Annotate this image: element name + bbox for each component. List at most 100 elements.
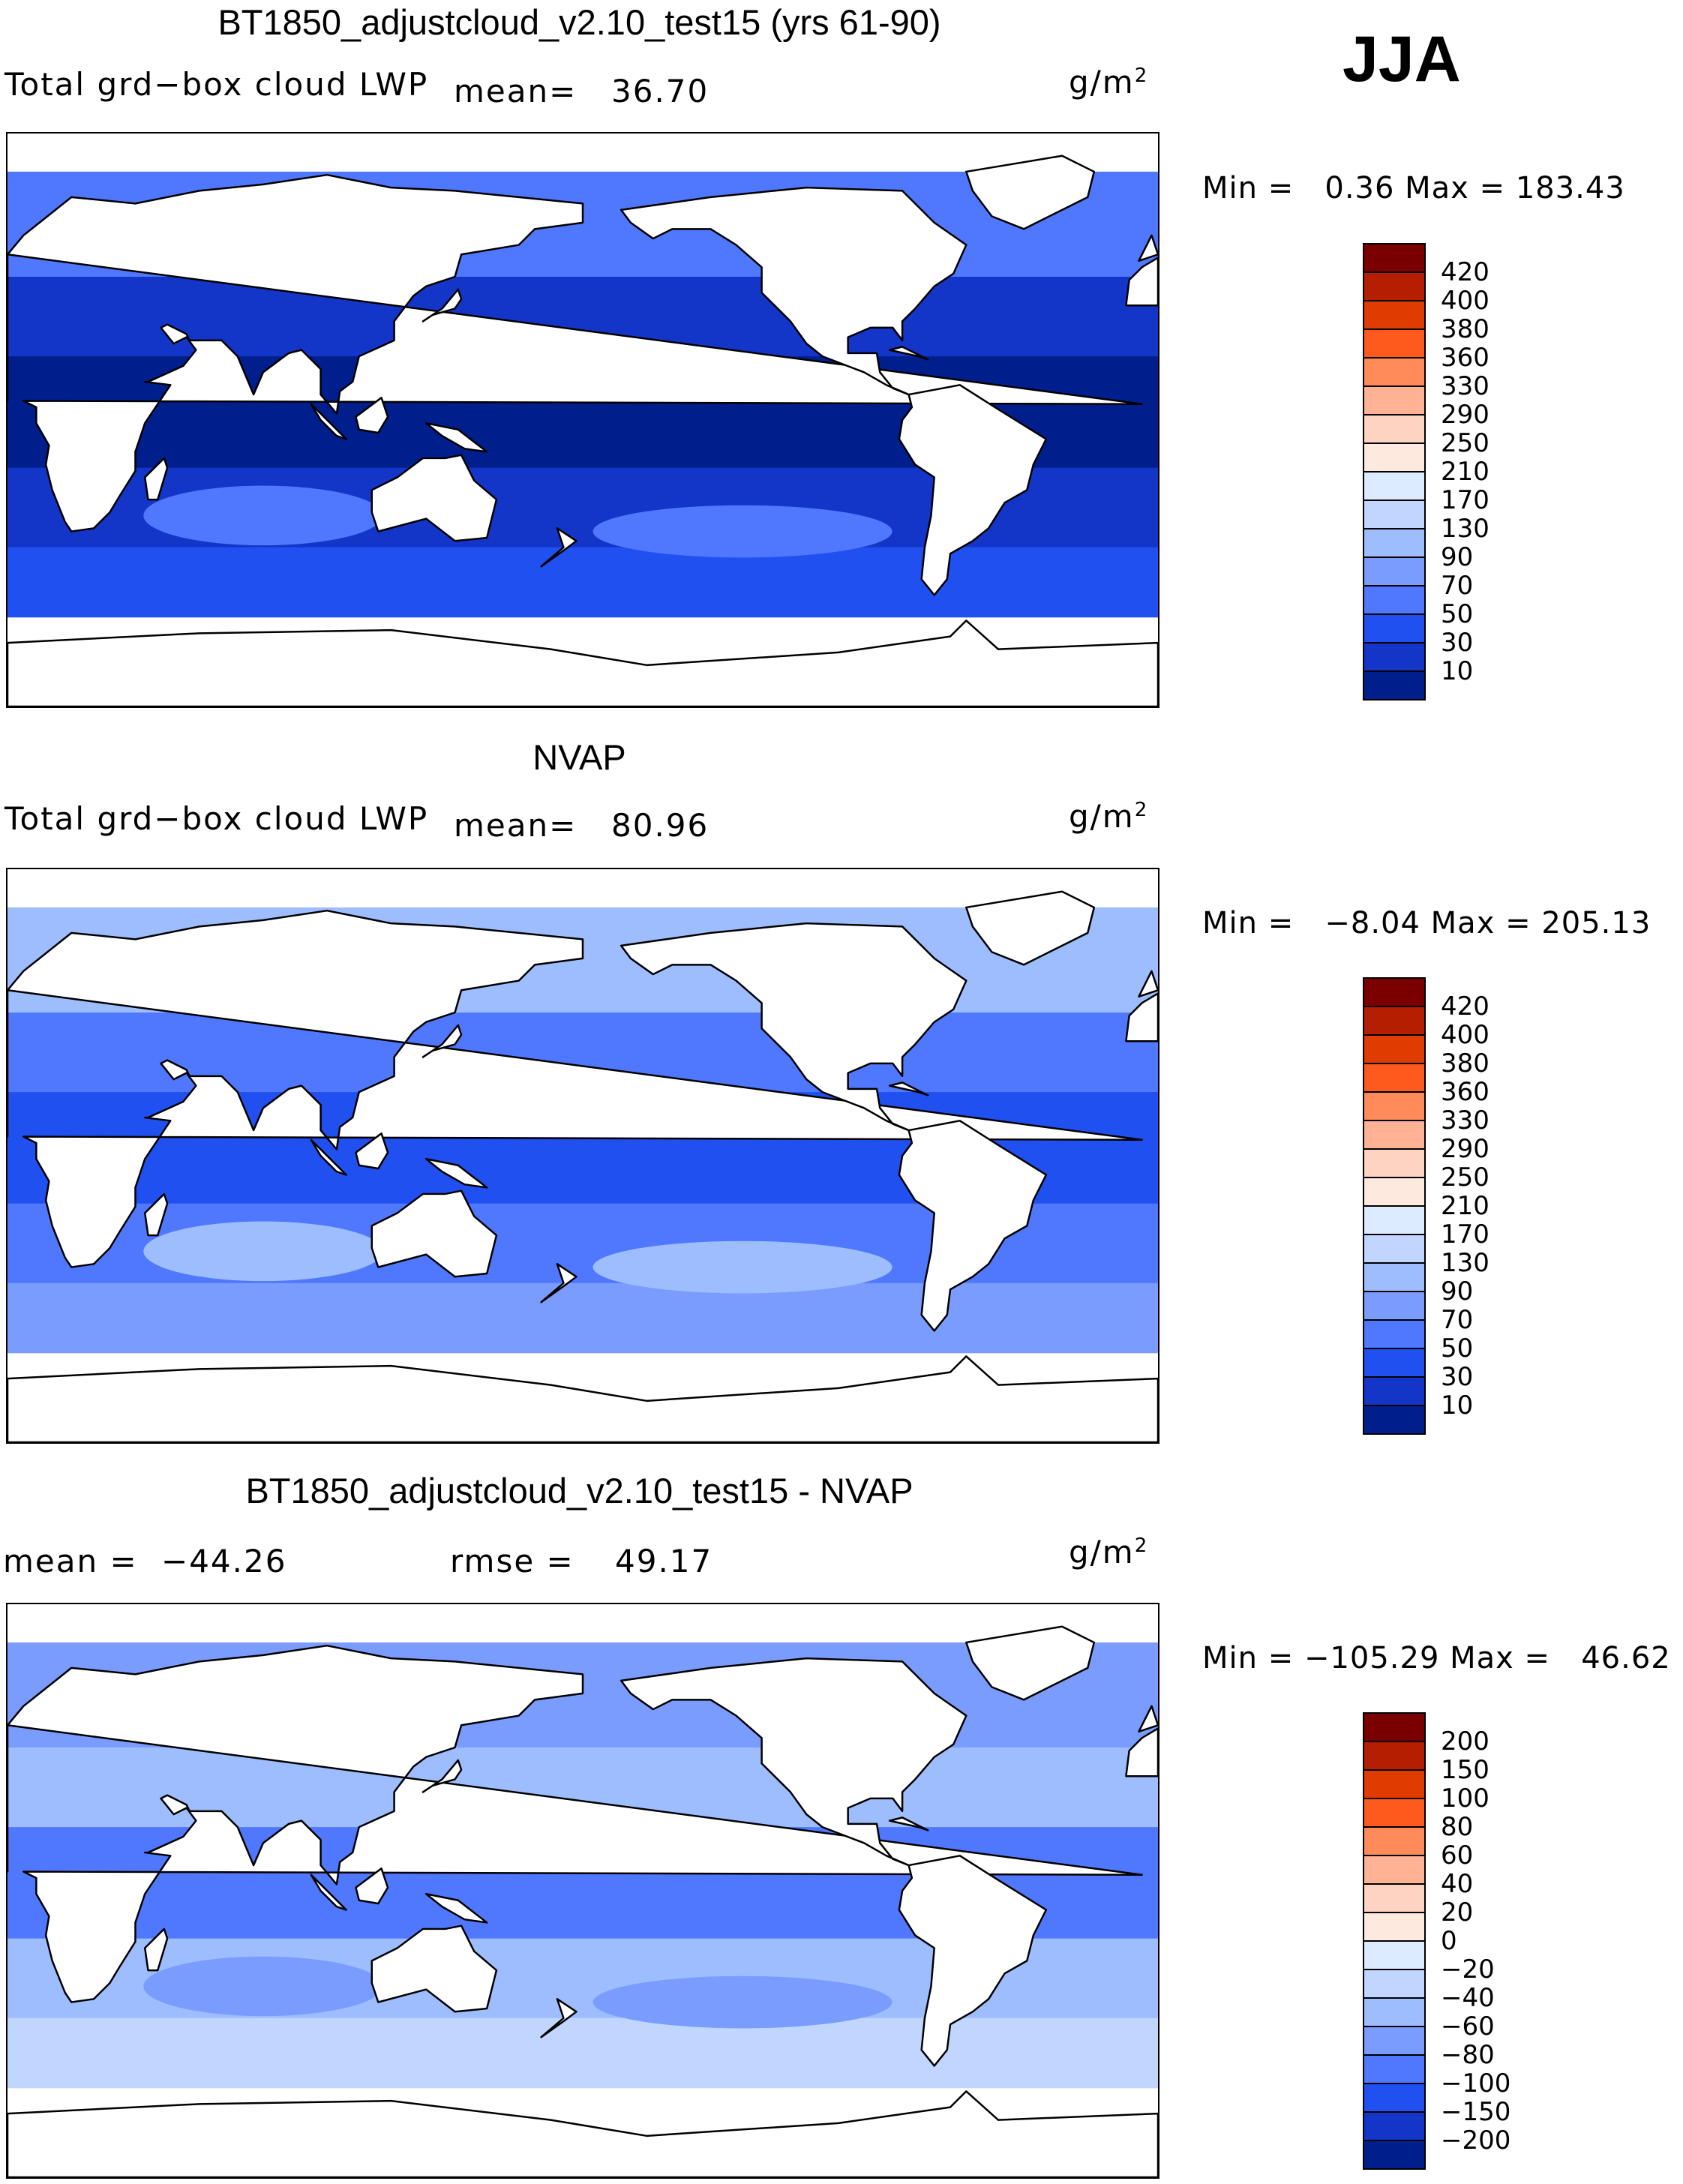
land-sumatra	[310, 1874, 347, 1911]
colorbar-swatch	[1363, 528, 1426, 558]
land-japan	[422, 288, 463, 322]
colorbar-swatch	[1363, 642, 1426, 672]
land-greenland	[965, 890, 1096, 966]
colorbar-level-label: 130	[1441, 1248, 1490, 1278]
panel-obs-map	[6, 868, 1160, 1444]
colorbar-level-label: 400	[1441, 1020, 1490, 1050]
land-north-america	[620, 186, 968, 396]
colorbar-swatch	[1363, 1120, 1426, 1150]
colorbar-level-label: −200	[1441, 2126, 1511, 2156]
land-japan	[422, 1024, 463, 1058]
colorbar-swatch	[1363, 442, 1426, 472]
colorbar-swatch	[1363, 1405, 1426, 1435]
colorbar-level-label: 90	[1441, 542, 1474, 572]
land-nz	[540, 527, 578, 568]
land-africa-europe-asia	[8, 1644, 1143, 2003]
colorbar-swatch	[1363, 1091, 1426, 1121]
colorbar-swatch	[1363, 1912, 1426, 1942]
colorbar-level-label: 90	[1441, 1276, 1474, 1306]
colorbar-swatch	[1363, 1883, 1426, 1913]
colorbar-swatch	[1363, 357, 1426, 387]
colorbar-level-label: 360	[1441, 1077, 1490, 1107]
colorbar-swatch	[1363, 2026, 1426, 2056]
colorbar-swatch	[1363, 1205, 1426, 1235]
colorbar-level-label: 170	[1441, 1220, 1490, 1250]
panel-diff-map-svg	[8, 1625, 1158, 2177]
land-australia	[370, 454, 498, 542]
colorbar-level-label: 360	[1441, 343, 1490, 373]
colorbar-swatch	[1363, 1319, 1426, 1349]
land-greenland	[965, 154, 1096, 230]
season-label: JJA	[1342, 23, 1461, 95]
panel-model-minmax: Min = 0.36 Max = 183.43	[1202, 171, 1625, 206]
colorbar-swatch	[1363, 1348, 1426, 1378]
colorbar-level-label: 200	[1441, 1726, 1490, 1756]
colorbar-swatch	[1363, 1969, 1426, 1999]
panel-diff-mean-label: mean =	[3, 1543, 138, 1580]
colorbar-level-label: −150	[1441, 2097, 1511, 2127]
colorbar-level-label: 50	[1441, 1334, 1474, 1364]
colorbar-level-label: 150	[1441, 1755, 1490, 1785]
land-new-guinea	[424, 422, 488, 453]
land-africa-europe-asia	[8, 909, 1143, 1268]
ocean-band-south	[8, 1282, 1158, 1354]
colorbar-level-label: −80	[1441, 2040, 1495, 2070]
colorbar-swatch	[1363, 977, 1426, 1007]
land-madagascar	[143, 457, 169, 501]
land-uk	[1138, 1705, 1158, 1733]
colorbar-swatch	[1363, 300, 1426, 330]
colorbar-swatch	[1363, 556, 1426, 586]
colorbar-level-label: 380	[1441, 1048, 1490, 1078]
colorbar-swatch	[1363, 1177, 1426, 1207]
colorbar-swatch	[1363, 272, 1426, 302]
colorbar-swatch	[1363, 1148, 1426, 1178]
panel-obs-variable: Total grd−box cloud LWP	[4, 800, 429, 837]
colorbar-swatch	[1363, 471, 1426, 501]
land-australia	[370, 1924, 498, 2013]
colorbar-swatch	[1363, 1262, 1426, 1292]
ocean-blob	[143, 1956, 383, 2017]
panel-diff-rmse-value: 49.17	[615, 1543, 713, 1580]
land-sumatra	[310, 1138, 347, 1176]
colorbar-swatch	[1363, 1291, 1426, 1321]
land-north-america	[620, 922, 968, 1132]
land-japan	[422, 1759, 463, 1793]
colorbar-swatch	[1363, 1234, 1426, 1264]
panel-obs-map-svg	[8, 890, 1158, 1442]
colorbar-level-label: −20	[1441, 1954, 1495, 1984]
colorbar-level-label: −40	[1441, 1983, 1495, 2013]
colorbar-swatch	[1363, 1769, 1426, 1799]
colorbar-swatch	[1363, 328, 1426, 358]
ocean-blob	[592, 505, 892, 558]
land-madagascar	[143, 1192, 169, 1237]
land-south-america	[898, 1120, 1048, 1332]
panel-diff-minmax: Min = −105.29 Max = 46.62	[1202, 1641, 1671, 1676]
ocean-blob	[980, 1014, 1144, 1075]
land-greenland	[965, 1625, 1096, 1701]
panel-obs-unit: g/m2	[1069, 798, 1149, 835]
colorbar-level-label: 330	[1441, 371, 1490, 401]
colorbar-swatch	[1363, 1940, 1426, 1970]
panel-obs-title: NVAP	[532, 737, 626, 777]
colorbar-level-label: 250	[1441, 428, 1490, 458]
land-caribbean	[888, 1082, 929, 1096]
panel-obs-mean-value: 80.96	[611, 807, 710, 844]
panel-model-unit: g/m2	[1069, 64, 1149, 100]
colorbar-swatch	[1363, 1826, 1426, 1856]
land-madagascar	[143, 1928, 169, 1972]
land-antarctica	[8, 620, 1158, 706]
colorbar-swatch	[1363, 1006, 1426, 1036]
colorbar-swatch	[1363, 1997, 1426, 2027]
colorbar-level-label: 60	[1441, 1840, 1474, 1870]
ocean-blob	[143, 1221, 383, 1282]
panel-model-map-svg	[8, 154, 1158, 706]
panel-model-variable: Total grd−box cloud LWP	[4, 66, 429, 103]
colorbar-level-label: 170	[1441, 485, 1490, 515]
land-africa-europe-asia	[8, 173, 1143, 532]
colorbar-swatch	[1363, 670, 1426, 700]
colorbar-level-label: 290	[1441, 1134, 1490, 1164]
colorbar-level-label: 10	[1441, 1390, 1474, 1420]
colorbar-level-label: 40	[1441, 1869, 1474, 1899]
colorbar-level-label: 130	[1441, 514, 1490, 544]
colorbar-level-label: 210	[1441, 1191, 1490, 1221]
